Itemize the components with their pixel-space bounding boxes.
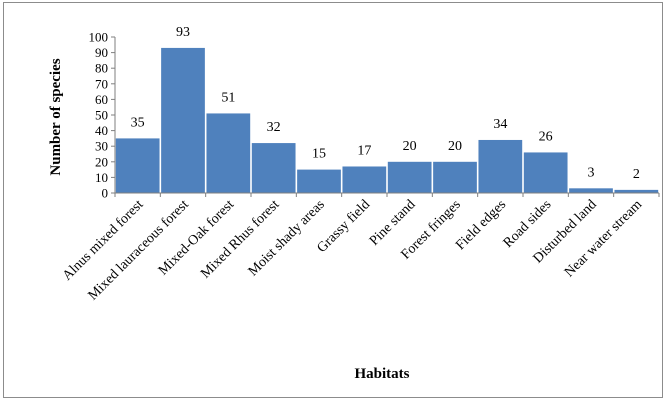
y-tick-label: 20 [95, 154, 108, 169]
y-tick-label: 10 [95, 170, 108, 185]
y-tick-label: 50 [95, 108, 108, 123]
bar [342, 166, 387, 193]
x-axis-label: Habitats [354, 366, 409, 382]
bar [478, 139, 523, 193]
data-label: 2 [633, 167, 640, 182]
y-axis-label: Number of species [48, 58, 64, 175]
bar [569, 188, 613, 193]
data-label: 34 [493, 117, 507, 132]
bar [115, 138, 160, 193]
y-tick-label: 70 [95, 76, 108, 91]
y-tick-label: 80 [95, 61, 108, 76]
bars [115, 47, 659, 193]
y-tick-label: 40 [95, 123, 108, 138]
data-label: 26 [539, 129, 553, 144]
bar [206, 113, 251, 193]
data-label: 20 [403, 139, 417, 154]
bar [251, 143, 296, 193]
x-category-label: Moist shady areas [246, 197, 328, 279]
y-tick-label: 60 [95, 92, 108, 107]
data-label: 17 [357, 143, 371, 158]
data-label: 20 [448, 139, 462, 154]
y-tick-label: 90 [95, 45, 108, 60]
bar [614, 189, 659, 193]
data-label: 35 [131, 115, 145, 130]
data-label: 15 [312, 147, 326, 162]
data-label: 51 [221, 90, 235, 105]
axes [114, 37, 659, 194]
y-tick-label: 100 [89, 30, 109, 45]
bar [387, 161, 432, 193]
x-category-label: Alnus mixed forest [60, 197, 147, 284]
data-label: 3 [588, 165, 595, 180]
bar [523, 152, 568, 193]
x-category-label: Mixed Rhus forest [198, 197, 282, 281]
x-category-label: Near water stream [562, 197, 645, 280]
y-tick-label: 0 [102, 186, 109, 201]
bar [297, 169, 341, 193]
data-label: 32 [267, 120, 281, 135]
data-label: 93 [176, 25, 190, 40]
y-tick-label: 30 [95, 139, 108, 154]
bar [161, 47, 205, 193]
bar [433, 161, 477, 193]
